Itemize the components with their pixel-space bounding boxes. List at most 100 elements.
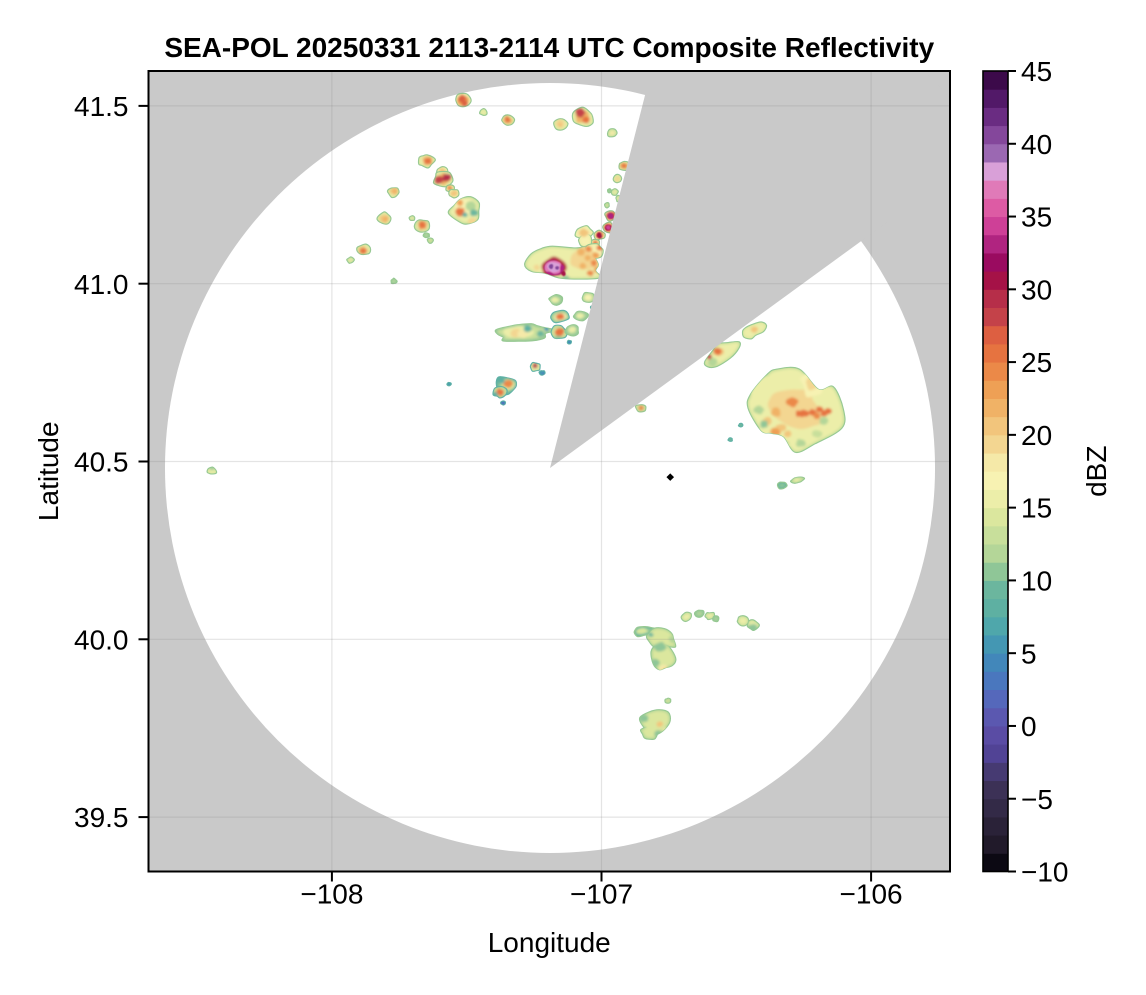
colorbar-band [983, 671, 1008, 691]
echo-cell [432, 170, 454, 188]
echo-cell [479, 108, 488, 117]
echo-cell [638, 709, 672, 740]
colorbar-band [983, 489, 1008, 509]
echo-cell [572, 310, 590, 322]
echo-cell [417, 154, 436, 169]
colorbar-band [983, 89, 1008, 108]
colorbar-band [983, 798, 1008, 818]
echo-cell [356, 243, 372, 256]
colorbar-band [983, 216, 1008, 236]
echo-cell [538, 370, 546, 376]
echo-cell [606, 188, 613, 194]
x-axis-label: Longitude [488, 927, 611, 958]
colorbar-band [983, 434, 1008, 454]
echo-cell [634, 404, 647, 413]
colorbar-band [983, 653, 1008, 672]
colorbar-tick-label: 30 [1021, 274, 1052, 305]
echo-cell [664, 697, 672, 704]
colorbar-band [983, 762, 1008, 782]
colorbar-band [983, 398, 1008, 418]
colorbar-band [983, 343, 1008, 363]
x-tick-label: −107 [570, 878, 633, 909]
echo-cell [693, 609, 705, 618]
echo-cell [703, 340, 741, 369]
colorbar-band [983, 744, 1008, 763]
colorbar-band [983, 125, 1008, 145]
colorbar-tick-label: 35 [1021, 202, 1052, 233]
site-marker [666, 473, 675, 481]
echo-cell [550, 309, 570, 324]
echo-cell [727, 437, 733, 442]
echo-cell [633, 625, 658, 638]
colorbar-band [983, 416, 1008, 436]
echo-cell [548, 293, 564, 306]
echo-cell [346, 256, 355, 264]
colorbar: −10 −5 0 5 10 15 20 25 30 35 40 45 [982, 56, 1069, 888]
echo-cell [776, 481, 788, 490]
colorbar-tick-label: 0 [1021, 711, 1037, 742]
colorbar-band [983, 853, 1008, 872]
echo-cell [645, 627, 677, 671]
colorbar-band [983, 707, 1008, 727]
colorbar-band [983, 252, 1008, 272]
colorbar-tick-label: −10 [1021, 857, 1069, 888]
colorbar-band [983, 562, 1008, 581]
colorbar-band [983, 598, 1008, 618]
colorbar-band [983, 453, 1008, 472]
y-tick-label: 40.0 [74, 624, 129, 655]
missing-data-sector [550, 71, 950, 468]
y-tick-label: 40.5 [74, 447, 129, 478]
echo-cell [581, 291, 595, 303]
colorbar-band [983, 725, 1008, 745]
x-tick-label: −108 [300, 878, 363, 909]
y-axis-label: Latitude [33, 421, 64, 521]
echo-cell [492, 385, 508, 399]
echo-cell [447, 196, 481, 225]
colorbar-band [983, 634, 1008, 654]
colorbar-band [983, 325, 1008, 345]
y-tick-label: 41.0 [74, 269, 129, 300]
chart-title: SEA-POL 20250331 2113-2114 UTC Composite… [164, 32, 934, 63]
colorbar-band [983, 471, 1008, 490]
echo-cell [712, 615, 720, 623]
echo-cell [553, 118, 569, 131]
echo-cell [408, 215, 416, 222]
colorbar-label: dBZ [1081, 446, 1112, 497]
colorbar-band [983, 198, 1008, 218]
echo-cell [741, 321, 768, 340]
echo-cell [413, 219, 431, 233]
echo-cell [789, 476, 806, 484]
y-tick-label: 41.5 [74, 91, 129, 122]
colorbar-band [983, 180, 1008, 199]
colorbar-band [983, 362, 1008, 381]
echo-cell [448, 188, 460, 199]
colorbar-band [983, 143, 1008, 163]
echo-cell [680, 611, 692, 623]
echo-cell [500, 400, 507, 406]
echo-cell [612, 173, 623, 184]
axes-frame [138, 70, 951, 882]
colorbar-tick-label: 10 [1021, 565, 1052, 596]
colorbar-tick-label: 20 [1021, 420, 1052, 451]
colorbar-band [983, 616, 1008, 636]
colorbar-band [983, 525, 1008, 545]
y-tick-label: 39.5 [74, 802, 129, 833]
colorbar-band [983, 580, 1008, 600]
colorbar-band [983, 271, 1008, 290]
colorbar-band [983, 689, 1008, 709]
axes-spines [147, 70, 951, 873]
colorbar-band [983, 835, 1008, 854]
colorbar-band [983, 780, 1008, 800]
colorbar-band [983, 816, 1008, 836]
colorbar-outline [982, 70, 1009, 873]
colorbar-band [983, 289, 1008, 309]
colorbar-tick-label: 25 [1021, 347, 1052, 378]
colorbar-band [983, 380, 1008, 399]
colorbar-tick-label: −5 [1021, 784, 1053, 815]
colorbar-band [983, 161, 1008, 181]
echo-cell [603, 202, 610, 209]
colorbar-tick-label: 40 [1021, 129, 1052, 160]
echo-cell [737, 422, 744, 428]
